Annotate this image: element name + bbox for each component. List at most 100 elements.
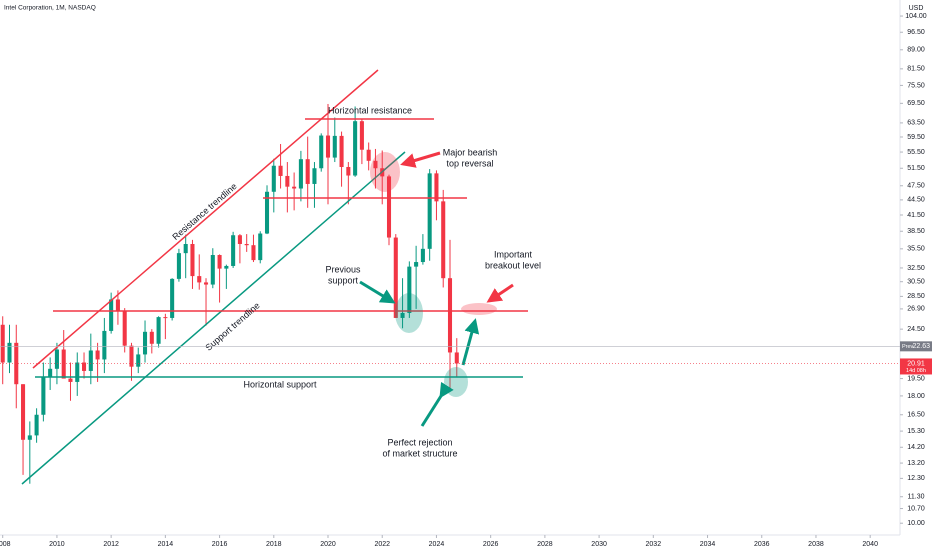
candle-body — [251, 245, 256, 261]
x-tick-label: 2024 — [429, 541, 445, 548]
y-tick-label: 51.50 — [907, 165, 925, 172]
y-tick-label: 41.50 — [907, 212, 925, 219]
highlight — [370, 152, 400, 192]
annotation: Support trendline — [203, 300, 261, 352]
y-tick-label: 104.00 — [905, 13, 927, 20]
candle-body — [156, 317, 161, 344]
annotation: Horizontal resistance — [328, 105, 412, 115]
y-tick-label: 47.50 — [907, 183, 925, 190]
y-tick-label: 26.90 — [907, 306, 925, 313]
candle-body — [183, 244, 188, 254]
candle-body — [339, 135, 344, 167]
candle-body — [427, 173, 432, 249]
x-tick-label: 2018 — [266, 541, 282, 548]
candle-body — [217, 255, 222, 269]
arrow — [461, 318, 480, 366]
candle-body — [102, 330, 107, 360]
last-price-tag — [900, 358, 932, 375]
candle-body — [393, 237, 398, 318]
y-tick-label: 16.50 — [907, 412, 925, 419]
x-tick-label: 2030 — [591, 541, 607, 548]
y-tick-label: 35.50 — [907, 246, 925, 253]
y-tick-label: 55.50 — [907, 149, 925, 156]
annotation: Resistance trendline — [170, 181, 238, 242]
candle-body — [400, 312, 405, 318]
candle-body — [420, 248, 425, 263]
candle-body — [34, 414, 39, 436]
countdown: 14d 08h — [906, 368, 926, 374]
x-tick-label: 2032 — [646, 541, 662, 548]
x-tick-label: 2040 — [862, 541, 878, 548]
candle-body — [109, 299, 114, 331]
candle-body — [386, 176, 392, 238]
annotation: Important — [494, 249, 533, 259]
candle-body — [129, 345, 134, 367]
candles — [0, 103, 459, 484]
candle-body — [82, 362, 87, 371]
candle-body — [224, 265, 229, 269]
candle-body — [264, 191, 270, 234]
candle-body — [305, 159, 310, 184]
y-tick-label: 96.50 — [907, 29, 925, 36]
x-tick-label: 2020 — [320, 541, 336, 548]
candle-body — [244, 244, 249, 246]
y-tick-label: 18.00 — [907, 393, 925, 400]
candle-body — [142, 331, 148, 355]
x-tick-label: 2022 — [374, 541, 390, 548]
y-tick-label: 89.00 — [907, 47, 925, 54]
x-tick-label: 2038 — [808, 541, 824, 548]
x-tick-label: 2028 — [537, 541, 553, 548]
annotation: breakout level — [485, 260, 541, 270]
candle-body — [447, 278, 453, 353]
annotation: support — [328, 275, 359, 285]
candle-body — [414, 262, 419, 267]
arrow — [420, 381, 454, 427]
candle-body — [75, 362, 80, 382]
candle-body — [7, 342, 12, 363]
y-tick-label: 12.30 — [907, 475, 925, 482]
candle-body — [325, 135, 331, 158]
candle-body — [285, 175, 290, 187]
x-tick-label: 2036 — [754, 541, 770, 548]
x-tick-label: 2026 — [483, 541, 499, 548]
candle-body — [170, 278, 175, 318]
candle-body — [203, 282, 209, 285]
annotation: top reversal — [446, 158, 493, 168]
y-tick-label: 63.50 — [907, 120, 925, 127]
y-tick-label: 32.50 — [907, 265, 925, 272]
x-tick-label: 2010 — [49, 541, 65, 548]
candle-body — [21, 384, 26, 440]
y-tick-label: 19.50 — [907, 375, 925, 382]
y-tick-label: 11.30 — [908, 494, 925, 501]
y-tick-label: 30.50 — [907, 279, 925, 286]
candle-body — [312, 168, 317, 184]
prev-close-label: 22.63 — [912, 343, 930, 350]
candle-body — [298, 159, 303, 189]
y-tick-label: 10.70 — [907, 505, 925, 512]
annotation: Previous — [325, 264, 361, 274]
candle-body — [346, 166, 351, 176]
candle-body — [190, 244, 195, 277]
annotation: Horizontal support — [243, 379, 317, 389]
candle-body — [237, 235, 242, 245]
chart-title: Intel Corporation, 1M, NASDAQ — [4, 5, 96, 12]
highlight — [444, 367, 468, 397]
x-tick-label: 2014 — [158, 541, 174, 548]
y-tick-label: 10.00 — [907, 520, 925, 527]
arrow — [486, 283, 514, 303]
candle-body — [136, 354, 141, 367]
y-tick-label: 24.50 — [907, 326, 925, 333]
support-trendline — [21, 151, 406, 485]
y-tick-label: 44.50 — [907, 197, 925, 204]
candle-body — [122, 311, 127, 346]
y-tick-label: 69.50 — [907, 100, 925, 107]
arrow — [400, 151, 441, 168]
currency: USD — [909, 5, 924, 12]
candle-body — [149, 331, 154, 344]
candle-body — [0, 324, 5, 363]
candle-body — [366, 149, 371, 161]
candle-body — [332, 135, 337, 158]
prev-close-tag-text: Prev — [902, 344, 914, 350]
candle-body — [88, 350, 93, 371]
y-tick-label: 15.30 — [907, 428, 925, 435]
